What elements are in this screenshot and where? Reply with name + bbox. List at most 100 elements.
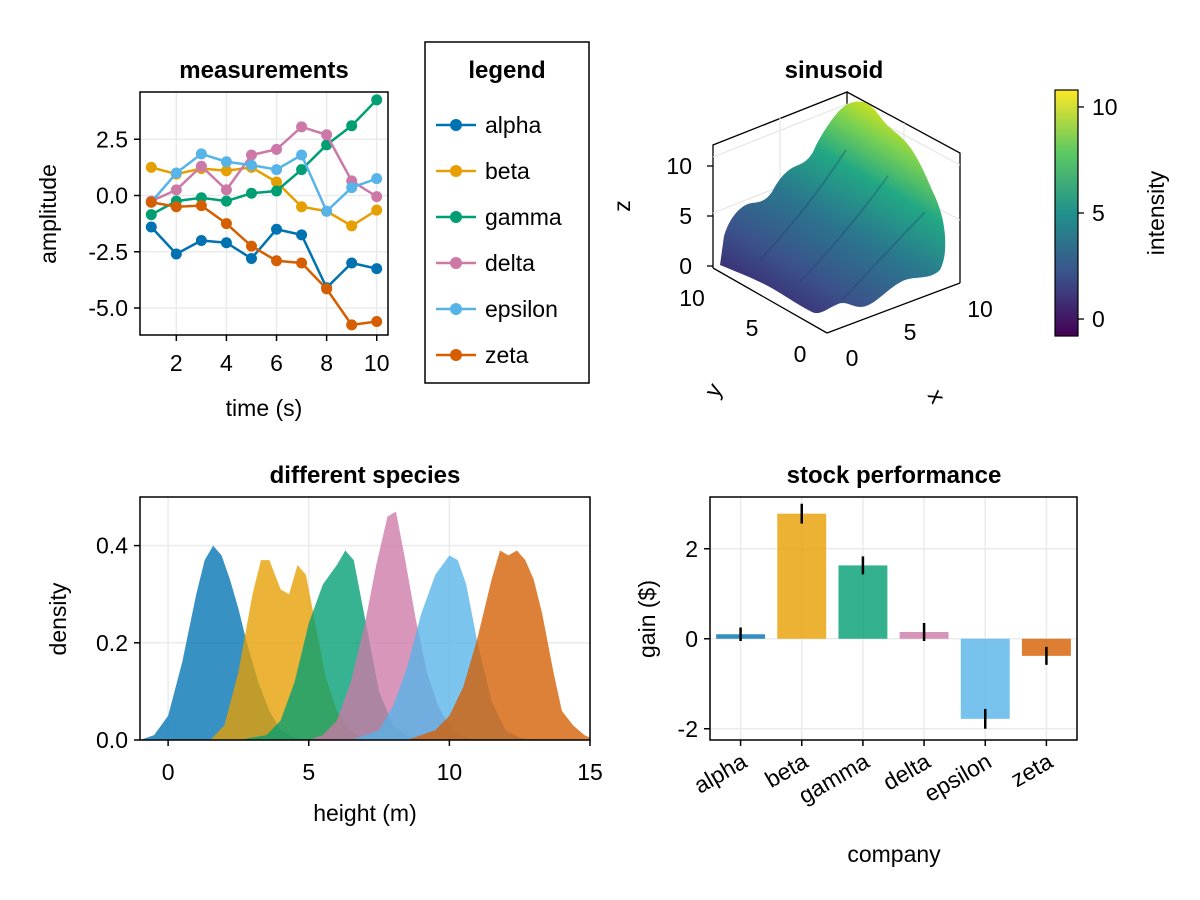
stocks-y-tick-label: 0	[685, 626, 698, 652]
point-gamma	[346, 120, 358, 132]
sinusoid-ridge-shade-3	[841, 211, 926, 301]
series-line-epsilon	[150, 152, 378, 214]
colorbar-tick-label: 0	[1092, 306, 1105, 332]
sinusoid-x-tick-label: 0	[846, 345, 859, 371]
stocks-x-tick-label: alpha	[689, 748, 751, 799]
point-delta	[371, 191, 383, 203]
point-epsilon	[271, 164, 283, 176]
stocks-ylabel: gain ($)	[634, 580, 660, 658]
species-x-tick-label: 15	[577, 759, 603, 785]
legend-marker-gamma	[450, 211, 462, 223]
measurements-xlabel: time (s)	[226, 395, 303, 421]
point-alpha	[145, 221, 157, 233]
sinusoid-y-tick-label: 0	[794, 341, 807, 367]
point-zeta	[245, 240, 257, 252]
point-alpha	[220, 237, 232, 249]
point-delta	[271, 143, 283, 155]
species-x-tick-label: 5	[302, 759, 315, 785]
stocks-x-tick-label: epsilon	[920, 748, 996, 807]
measurements-series	[145, 94, 383, 331]
legend-label-epsilon: epsilon	[485, 296, 558, 322]
point-gamma	[245, 187, 257, 199]
point-beta	[145, 161, 157, 173]
sinusoid-z-tick-label: 0	[679, 253, 692, 279]
density-area-delta	[308, 511, 478, 740]
sinusoid-z-tick-label: 10	[666, 153, 692, 179]
point-zeta	[346, 319, 358, 331]
point-alpha	[170, 248, 182, 260]
measurements-y-tick-label: 2.5	[96, 126, 128, 152]
measurements-frame	[139, 91, 389, 336]
point-delta	[220, 184, 232, 196]
bar-epsilon	[960, 638, 1010, 719]
measurements-y-tick-label: 0.0	[96, 183, 128, 209]
point-gamma	[296, 164, 308, 176]
species-y-tick-label: 0.2	[96, 630, 128, 656]
point-beta	[296, 201, 308, 213]
legend-marker-delta	[450, 257, 462, 269]
series-line-alpha	[150, 226, 378, 290]
legend-label-delta: delta	[485, 250, 535, 276]
species-series	[140, 511, 590, 740]
sinusoid-ticks: 0 5 10 0 5 10 0 5 10	[666, 153, 992, 371]
measurements-x-tick-label: 10	[364, 350, 390, 376]
species-ylabel: density	[45, 582, 71, 655]
point-gamma	[220, 195, 232, 207]
point-gamma	[371, 94, 383, 106]
sinusoid-xlabel: x	[923, 385, 952, 408]
point-epsilon	[321, 205, 333, 217]
series-line-beta	[150, 166, 378, 228]
point-delta	[170, 184, 182, 196]
measurements-y-tick-label: -5.0	[88, 295, 128, 321]
legend-title: legend	[468, 57, 545, 84]
sinusoid-y-tick-label: 5	[746, 315, 759, 341]
point-delta	[195, 160, 207, 172]
species-panel: different species 0 5 10 15 0.0 0.2 0.4 height…	[45, 462, 603, 826]
stocks-x-tick-label: gamma	[794, 748, 874, 809]
point-zeta	[170, 201, 182, 213]
point-epsilon	[170, 167, 182, 179]
stocks-bars	[716, 503, 1071, 729]
measurements-y-tick-label: -2.5	[88, 239, 128, 265]
sinusoid-ridge-shade-2	[799, 175, 889, 283]
stocks-x-tick-label: zeta	[1006, 748, 1057, 792]
sinusoid-zlabel: z	[609, 200, 635, 212]
legend-marker-zeta	[450, 349, 462, 361]
sinusoid-surface	[720, 101, 946, 314]
measurements-x-tick-label: 2	[170, 350, 183, 376]
species-x-tick-label: 0	[162, 759, 175, 785]
sinusoid-y-tick-label: 10	[679, 285, 705, 311]
point-alpha	[271, 223, 283, 235]
point-zeta	[220, 218, 232, 230]
stocks-grid	[710, 497, 1077, 740]
measurements-panel: measurements 2 4 6 8 10 2.5 0.0 -2.5 -5.0 time (…	[35, 57, 390, 421]
point-gamma	[145, 209, 157, 221]
stocks-y-tick-label: 2	[685, 536, 698, 562]
colorbar-label: intensity	[1143, 170, 1169, 255]
point-zeta	[145, 196, 157, 208]
legend-entries: alpha beta gamma delta epsilon zeta	[436, 112, 562, 368]
sinusoid-ridge-shade-1	[759, 149, 847, 261]
species-y-tick-label: 0.4	[96, 533, 128, 559]
bar-gamma	[838, 565, 888, 639]
legend-label-gamma: gamma	[485, 204, 562, 230]
point-gamma	[271, 185, 283, 197]
sinusoid-panel: sinusoid 0 5 10 0 5 10 0 5 10 z y x 0 5 10 intensi…	[609, 57, 1169, 408]
legend-label-zeta: zeta	[485, 342, 529, 368]
legend-label-beta: beta	[485, 158, 530, 184]
point-beta	[346, 220, 358, 232]
species-xlabel: height (m)	[313, 800, 417, 826]
measurements-x-tick-label: 4	[220, 350, 233, 376]
sinusoid-y-axis-line	[712, 267, 828, 334]
point-alpha	[296, 229, 308, 241]
legend-panel: legend alpha beta gamma delta epsilon zeta	[424, 41, 590, 384]
point-alpha	[245, 253, 257, 264]
sinusoid-x-tick-label: 10	[967, 296, 993, 322]
point-delta	[245, 149, 257, 161]
colorbar-ticks: 0 5 10	[1078, 94, 1118, 332]
point-delta	[296, 121, 308, 133]
point-alpha	[195, 235, 207, 246]
sinusoid-ylabel: y	[699, 378, 728, 401]
